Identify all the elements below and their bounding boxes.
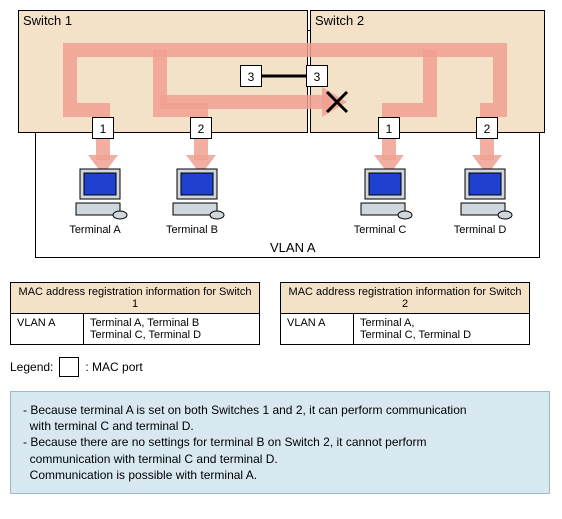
note-line: Communication is possible with terminal … bbox=[23, 467, 537, 483]
legend: Legend: : MAC port bbox=[10, 357, 552, 377]
terminal-b-icon bbox=[162, 165, 232, 221]
port-s2-2: 2 bbox=[476, 117, 498, 139]
port-s1-1: 1 bbox=[92, 117, 114, 139]
port-s2-1: 1 bbox=[378, 117, 400, 139]
legend-prefix: Legend: bbox=[10, 360, 53, 374]
table-switch-2: MAC address registration information for… bbox=[280, 282, 530, 345]
port-s1-3: 3 bbox=[240, 65, 262, 87]
table1-vlan: VLAN A bbox=[11, 314, 84, 345]
port-s1-2: 2 bbox=[190, 117, 212, 139]
note-line: - Because terminal A is set on both Swit… bbox=[23, 402, 537, 418]
terminal-c-icon bbox=[350, 165, 420, 221]
terminal-c-label: Terminal C bbox=[345, 224, 415, 236]
note-line: communication with terminal C and termin… bbox=[23, 451, 537, 467]
network-diagram: Switch 1 Switch 2 3 3 1 2 1 2 bbox=[10, 10, 550, 270]
table-switch-1: MAC address registration information for… bbox=[10, 282, 260, 345]
note-line: - Because there are no settings for term… bbox=[23, 434, 537, 450]
legend-port-icon bbox=[59, 357, 79, 377]
terminal-a-icon bbox=[65, 165, 135, 221]
table1-content: Terminal A, Terminal B Terminal C, Termi… bbox=[84, 314, 260, 345]
note-line: with terminal C and terminal D. bbox=[23, 418, 537, 434]
table2-vlan: VLAN A bbox=[281, 314, 354, 345]
terminal-d-label: Terminal D bbox=[445, 224, 515, 236]
legend-text: : MAC port bbox=[85, 360, 142, 374]
port-s2-3: 3 bbox=[306, 65, 328, 87]
notes-panel: - Because terminal A is set on both Swit… bbox=[10, 391, 550, 494]
registration-tables: MAC address registration information for… bbox=[10, 282, 552, 345]
table2-title: MAC address registration information for… bbox=[281, 283, 530, 314]
vlan-label: VLAN A bbox=[270, 240, 316, 255]
terminal-a-label: Terminal A bbox=[60, 224, 130, 236]
terminal-b-label: Terminal B bbox=[157, 224, 227, 236]
terminal-d-icon bbox=[450, 165, 520, 221]
table1-title: MAC address registration information for… bbox=[11, 283, 260, 314]
table2-content: Terminal A, Terminal C, Terminal D bbox=[354, 314, 530, 345]
